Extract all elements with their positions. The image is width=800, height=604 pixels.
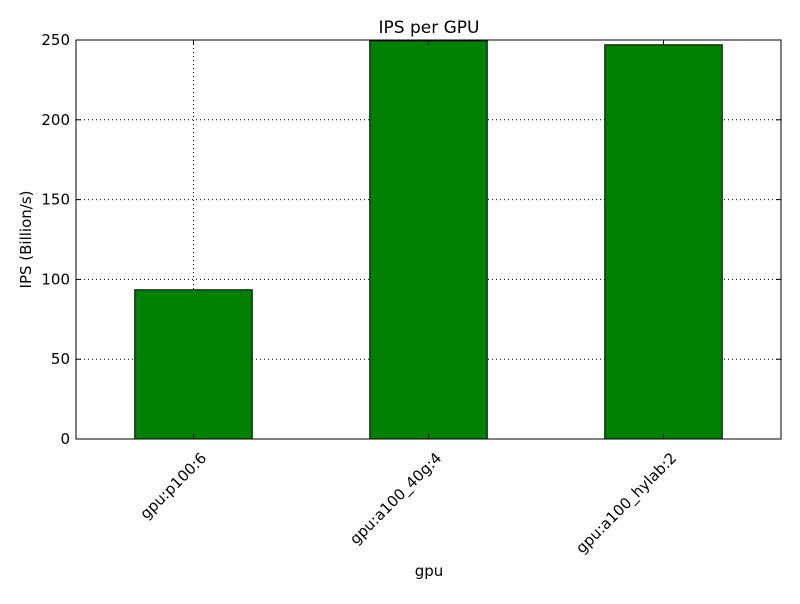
chart-title: IPS per GPU [379, 18, 480, 38]
y-tick-label-2: 100 [41, 270, 70, 288]
y-tick-label-0: 0 [60, 430, 70, 448]
bar-2 [604, 44, 723, 440]
x-tick-label-0: gpu:p100:6 [136, 449, 210, 523]
y-tick-label-1: 50 [51, 350, 70, 368]
y-axis-label: IPS (Billion/s) [17, 191, 35, 289]
bar-0 [134, 289, 253, 440]
x-tick-label-1: gpu:a100_40g:4 [346, 449, 446, 549]
bars [134, 40, 723, 440]
bar-1 [369, 40, 488, 440]
y-axis-ticks: 0 50 100 150 200 250 [41, 31, 781, 448]
x-tick-label-2: gpu:a100_hylab:2 [572, 449, 681, 558]
x-axis-label: gpu [415, 562, 444, 580]
y-tick-label-5: 250 [41, 31, 70, 49]
y-tick-label-4: 200 [41, 111, 70, 129]
y-tick-label-3: 150 [41, 191, 70, 209]
